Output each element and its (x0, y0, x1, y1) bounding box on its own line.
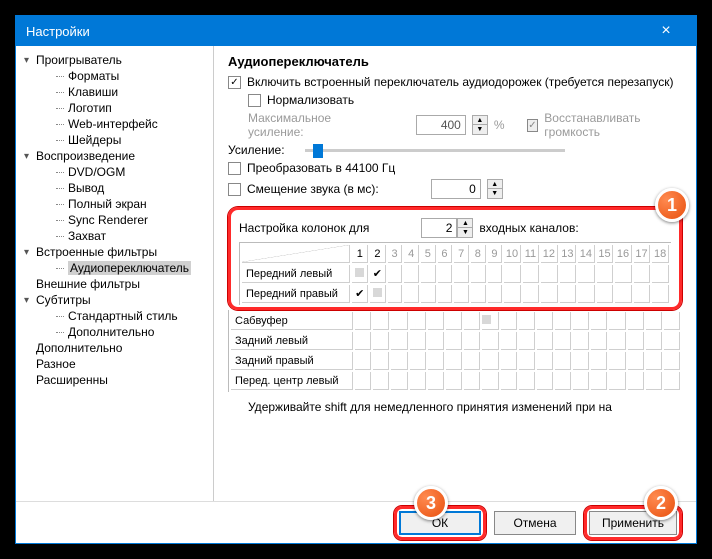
close-icon[interactable]: × (646, 22, 686, 40)
max-ampl-input[interactable] (416, 115, 466, 135)
tree-item[interactable]: Sync Renderer (16, 212, 213, 228)
max-ampl-spinner[interactable]: ▲▼ (472, 115, 488, 135)
tree-item[interactable]: Вывод (16, 180, 213, 196)
percent-label: % (494, 118, 505, 132)
tree-item[interactable]: Захват (16, 228, 213, 244)
tree-item[interactable]: Шейдеры (16, 132, 213, 148)
tree-group[interactable]: ▾Воспроизведение (16, 148, 213, 164)
tree-group[interactable]: Разное (16, 356, 213, 372)
enable-switcher-checkbox[interactable] (228, 76, 241, 89)
tree-group[interactable]: Дополнительно (16, 340, 213, 356)
normalize-label: Нормализовать (267, 93, 354, 107)
channel-matrix-box: 1 Настройка колонок для ▲▼ входных канал… (228, 207, 682, 310)
tree-item[interactable]: Web-интерфейс (16, 116, 213, 132)
channel-matrix-extra: СабвуферЗадний левыйЗадний правыйПеред. … (228, 310, 682, 392)
tree-item[interactable]: Стандартный стиль (16, 308, 213, 324)
tree-item[interactable]: DVD/OGM (16, 164, 213, 180)
tree-item[interactable]: Полный экран (16, 196, 213, 212)
tree-group[interactable]: ▾Проигрыватель (16, 52, 213, 68)
channel-count-input[interactable] (421, 218, 457, 238)
audio-shift-input[interactable] (431, 179, 481, 199)
tree-group[interactable]: Расширенны (16, 372, 213, 388)
cancel-button[interactable]: Отмена (494, 511, 576, 535)
audio-shift-spinner[interactable]: ▲▼ (487, 179, 503, 199)
tree-group[interactable]: ▾Субтитры (16, 292, 213, 308)
tree-item[interactable]: Клавиши (16, 84, 213, 100)
tree-item[interactable]: Форматы (16, 68, 213, 84)
window-title: Настройки (26, 24, 646, 39)
shift-hint: Удерживайте shift для немедленного приня… (228, 400, 682, 414)
enable-switcher-label: Включить встроенный переключатель аудиод… (247, 75, 674, 89)
restore-volume-checkbox[interactable] (527, 119, 539, 132)
annotation-badge-3: 3 (414, 486, 448, 520)
normalize-checkbox[interactable] (248, 94, 261, 107)
amplification-slider[interactable] (305, 149, 565, 152)
audio-shift-label: Смещение звука (в мс): (247, 182, 379, 196)
tree-group[interactable]: ▾Встроенные фильтры (16, 244, 213, 260)
titlebar: Настройки × (16, 16, 696, 46)
amplification-label: Усиление: (228, 143, 285, 157)
channel-matrix: 123456789101112131415161718Передний левы… (239, 242, 671, 305)
convert-44100-label: Преобразовать в 44100 Гц (247, 161, 395, 175)
tree-item[interactable]: Логотип (16, 100, 213, 116)
dialog-buttons: 3 2 ОК Отмена Применить (16, 501, 696, 543)
restore-volume-label: Восстанавливать громкость (544, 111, 682, 139)
convert-44100-checkbox[interactable] (228, 162, 241, 175)
annotation-badge-2: 2 (644, 486, 678, 520)
columns-label-pre: Настройка колонок для (239, 221, 369, 235)
panel-heading: Аудиопереключатель (228, 54, 682, 69)
tree-item[interactable]: Аудиопереключатель (16, 260, 213, 276)
tree-group[interactable]: Внешние фильтры (16, 276, 213, 292)
category-tree: ▾ПроигрывательФорматыКлавишиЛоготипWeb-и… (16, 46, 214, 501)
channel-count-spinner[interactable]: ▲▼ (457, 218, 473, 238)
audio-shift-checkbox[interactable] (228, 183, 241, 196)
annotation-badge-1: 1 (655, 188, 689, 222)
audio-switcher-panel: Аудиопереключатель Включить встроенный п… (214, 46, 696, 501)
max-ampl-label: Максимальное усиление: (248, 111, 374, 139)
tree-item[interactable]: Дополнительно (16, 324, 213, 340)
columns-label-post: входных каналов: (479, 221, 578, 235)
settings-window: Настройки × ▾ПроигрывательФорматыКлавиши… (15, 15, 697, 544)
